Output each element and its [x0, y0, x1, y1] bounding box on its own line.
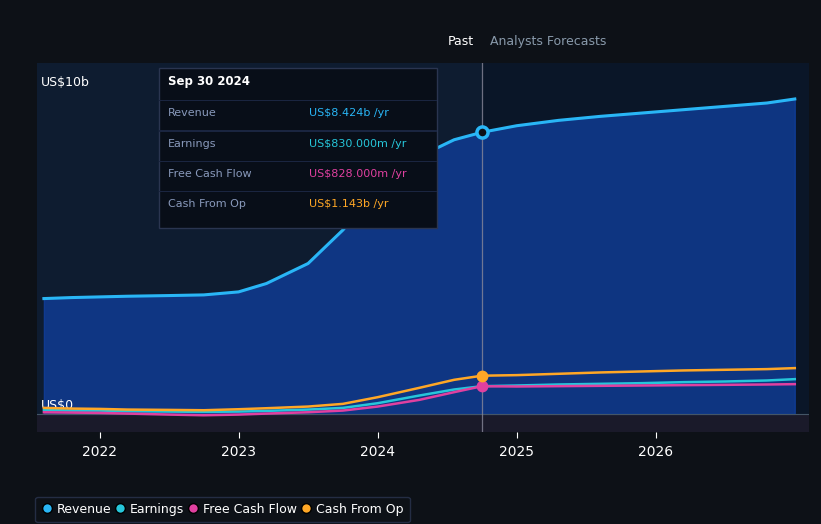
Text: Free Cash Flow: Free Cash Flow [168, 169, 252, 179]
Text: US$10b: US$10b [41, 76, 89, 89]
Bar [159, 191, 437, 192]
Text: Cash From Op: Cash From Op [168, 199, 246, 209]
Text: Analysts Forecasts: Analysts Forecasts [489, 35, 606, 48]
Legend: Revenue, Earnings, Free Cash Flow, Cash From Op: Revenue, Earnings, Free Cash Flow, Cash … [35, 497, 410, 522]
Bar [159, 161, 437, 162]
Bar [482, 63, 809, 432]
Text: Sep 30 2024: Sep 30 2024 [168, 75, 250, 88]
Text: Revenue: Revenue [168, 108, 217, 118]
Bar [159, 130, 437, 132]
Text: US$830.000m /yr: US$830.000m /yr [310, 139, 406, 149]
Text: Earnings: Earnings [168, 139, 217, 149]
Bar [37, 63, 482, 432]
Text: US$0: US$0 [41, 399, 74, 412]
Bar [159, 100, 437, 101]
Text: US$1.143b /yr: US$1.143b /yr [310, 199, 389, 209]
FancyBboxPatch shape [159, 69, 437, 228]
Text: US$828.000m /yr: US$828.000m /yr [310, 169, 407, 179]
Bar [37, 414, 809, 432]
Text: US$8.424b /yr: US$8.424b /yr [310, 108, 389, 118]
Text: Past: Past [448, 35, 475, 48]
